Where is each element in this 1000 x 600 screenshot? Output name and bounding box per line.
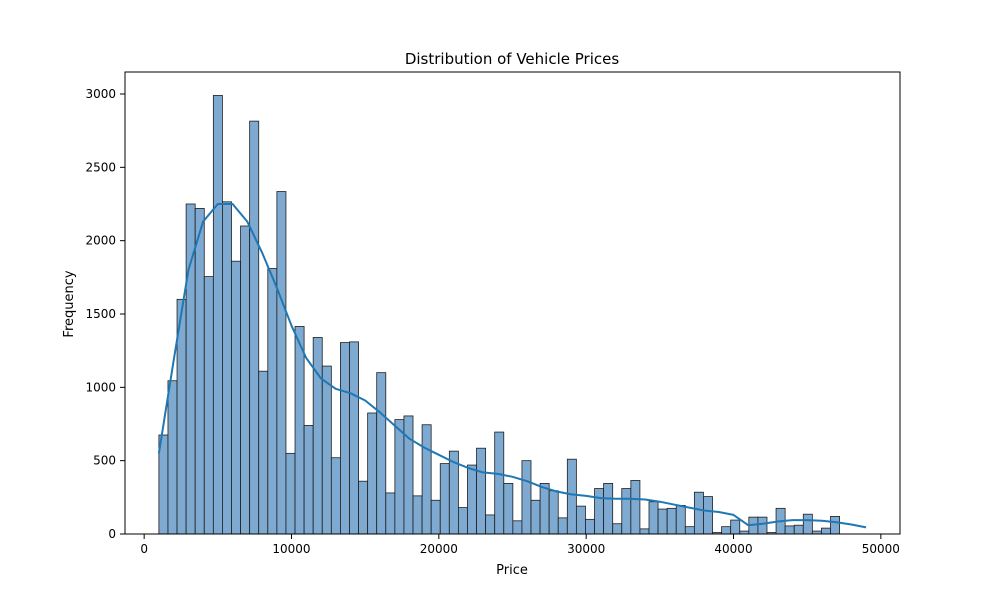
histogram-bar [503,482,514,535]
histogram-bar [457,507,468,535]
histogram-bar [639,528,650,535]
chart-title: Distribution of Vehicle Prices [405,50,620,68]
histogram-bar [430,499,441,535]
y-tick-label: 1000 [85,380,116,394]
histogram-bar [212,95,223,535]
histogram-bar [548,490,559,535]
x-tick-label: 10000 [272,542,310,556]
y-tick-label: 0 [108,527,116,541]
histogram-bar [231,260,241,535]
histogram-bar [267,268,278,535]
histogram-bar [276,191,287,535]
histogram-bar [530,499,541,535]
histogram-bar [476,447,487,535]
histogram-bar [340,342,350,535]
histogram-bar [539,482,550,535]
y-tick-label: 3000 [85,87,116,101]
histogram-bar [485,514,496,535]
histogram-bar [358,480,369,535]
kde-curve-group [157,203,867,529]
histogram-bar [730,519,741,535]
histogram-bar [222,201,232,535]
histogram-bar [566,458,577,535]
x-tick-label: 30000 [567,542,605,556]
histogram-bar [703,496,713,535]
histogram-bar [802,513,813,535]
histogram-bar [303,425,314,535]
histogram-bar [648,501,659,535]
x-axis-label: Price [496,563,528,578]
histogram-bar [376,372,387,535]
histogram-bar [367,412,378,535]
histogram-bar [421,424,432,535]
histogram-bar [439,463,450,535]
histogram-bar [167,380,178,535]
x-tick-label: 50000 [862,542,900,556]
y-tick-label: 1500 [85,307,116,321]
y-axis-ticks: 0 500 1000 1500 2000 2500 3000 [85,87,125,541]
plot-frame [124,71,901,535]
histogram-bar [494,431,505,535]
histogram-bar [603,482,614,535]
x-axis-ticks: 0 10000 20000 30000 40000 50000 [140,534,900,556]
x-tick-label: 40000 [714,542,752,556]
histogram-bar [394,419,405,535]
histogram-bar [557,517,568,535]
y-axis-label: Frequency [62,270,77,337]
histogram-bar [249,120,260,535]
y-tick-label: 2000 [85,234,116,248]
histogram-bar [194,207,205,535]
histogram-bar [721,526,732,535]
histogram-bar [312,337,323,535]
histogram-bar [684,526,695,535]
histogram-bar [621,488,632,535]
x-tick-label: 0 [140,542,148,556]
histogram-bar [757,516,768,535]
histogram-bar [240,225,251,535]
histogram-bar [821,527,831,535]
histogram-bar [675,504,686,535]
histogram-bar [258,370,269,535]
histogram-bar [793,524,804,535]
histogram-bar [630,480,641,535]
histogram-bar [412,495,423,535]
histogram-bar [203,276,214,535]
y-tick-label: 500 [93,454,116,468]
y-tick-label: 2500 [85,160,116,174]
histogram-bar [321,365,332,535]
histogram-bar [830,516,840,535]
histogram-bar [285,452,296,535]
histogram-bar [467,464,477,535]
histogram-bar [585,518,595,535]
histogram-bar [385,492,396,535]
histogram-bar [512,520,523,535]
histogram-bar [612,523,623,535]
kde-line [157,203,867,529]
histogram-bar [330,457,341,535]
histogram-bar [403,415,414,535]
histogram-bar [575,505,586,535]
x-tick-label: 20000 [420,542,458,556]
histogram-bar [294,326,305,535]
histogram-bar [521,460,532,535]
histogram-bar [666,507,677,535]
histogram-bar [693,491,704,535]
histogram-bars [158,95,840,535]
histogram-bar [594,488,605,535]
histogram-bar [657,508,668,535]
histogram-bar [784,525,795,535]
histogram-bar [349,341,359,535]
